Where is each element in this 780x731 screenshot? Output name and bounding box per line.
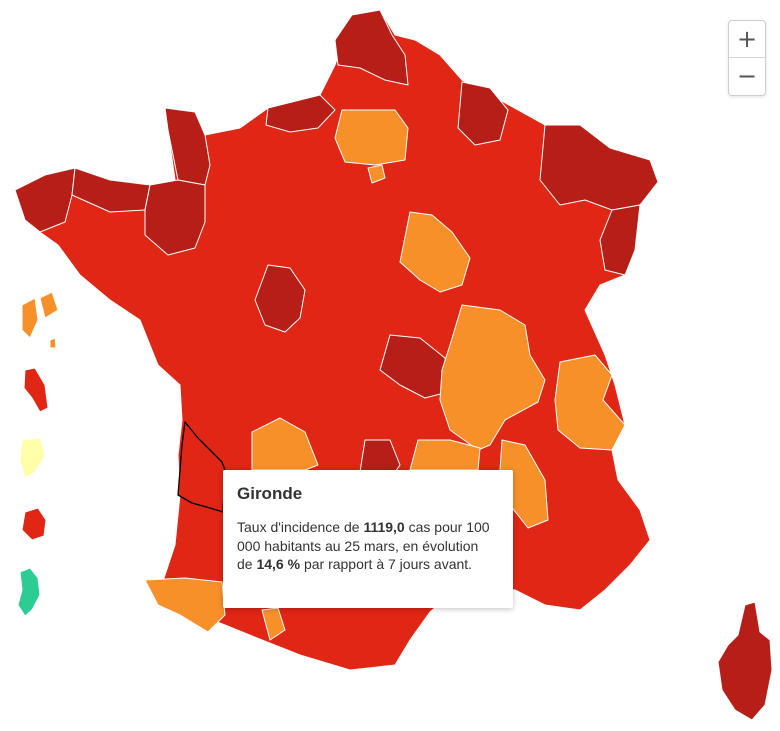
dept-rhone-loire [439,304,546,451]
dept-finistere [14,167,76,233]
dept-allier [379,334,449,399]
dept-yonne [399,211,471,293]
tooltip-rate: 1119,0 [363,519,405,535]
tooltip-change: 14,6 % [256,556,301,572]
dept-guadeloupe [21,291,59,349]
zoom-in-button[interactable]: + [736,25,758,53]
dept-manche [164,107,211,186]
department-tooltip: Gironde Taux d'incidence de 1119,0 cas p… [223,470,513,608]
dept-nord [334,9,409,86]
dept-indre [254,264,306,333]
dept-gironde-selected[interactable] [177,421,226,513]
dept-cantal [359,439,401,473]
dept-grand-est [539,124,659,211]
dept-lozere [409,439,481,471]
dept-haut-rhin [599,204,641,276]
tooltip-text-part-1: Taux d'incidence de [237,519,364,535]
tooltip-title: Gironde [237,484,303,503]
dept-mayotte [17,567,41,617]
dept-savoie [554,354,626,451]
dept-mayenne [144,179,206,256]
dept-guyane [19,437,46,479]
dept-paris-area [367,164,386,184]
dept-reunion [21,507,47,541]
dept-seine-maritime [265,94,336,133]
dept-aisne [457,81,509,146]
tooltip-text-part-3: par rapport à 7 jours avant. [300,556,473,572]
zoom-out-button[interactable]: − [729,57,765,94]
dept-oise [334,109,409,166]
dept-corse [717,601,773,721]
dept-pyrenees-atlantiques [144,577,226,633]
dept-martinique [23,367,49,413]
tooltip-text: Taux d'incidence de 1119,0 cas pour 100 … [237,518,497,574]
zoom-control: + − [728,20,766,96]
tooltip-text-part-2: cas pour 100 000 habitants au 25 mars, e… [237,519,490,572]
dept-hautes-pyrenees [261,607,286,641]
